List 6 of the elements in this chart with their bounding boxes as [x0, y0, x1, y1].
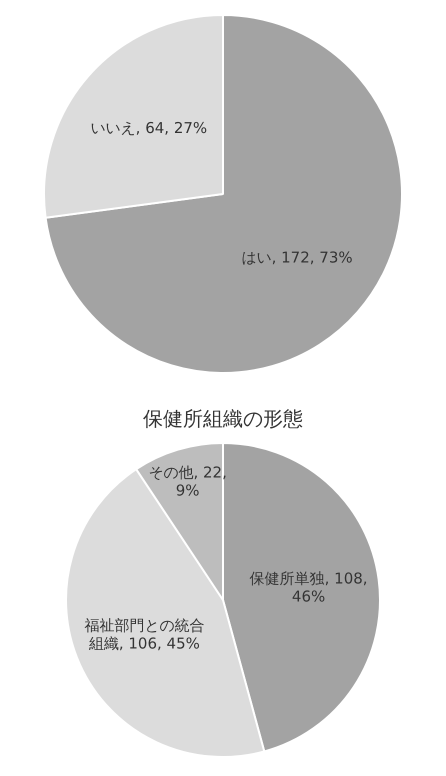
slice-label: 福祉部門との統合組織, 106, 45% [84, 616, 204, 653]
chart-title: 保健所組織の形態 [143, 408, 303, 431]
slice-label: はい, 172, 73% [242, 248, 353, 267]
slice-label: その他, 22, 9% [148, 464, 227, 500]
slice-label: いいえ, 64, 27% [90, 119, 208, 138]
slice-label: 保健所単独, 108, 46% [250, 569, 368, 606]
